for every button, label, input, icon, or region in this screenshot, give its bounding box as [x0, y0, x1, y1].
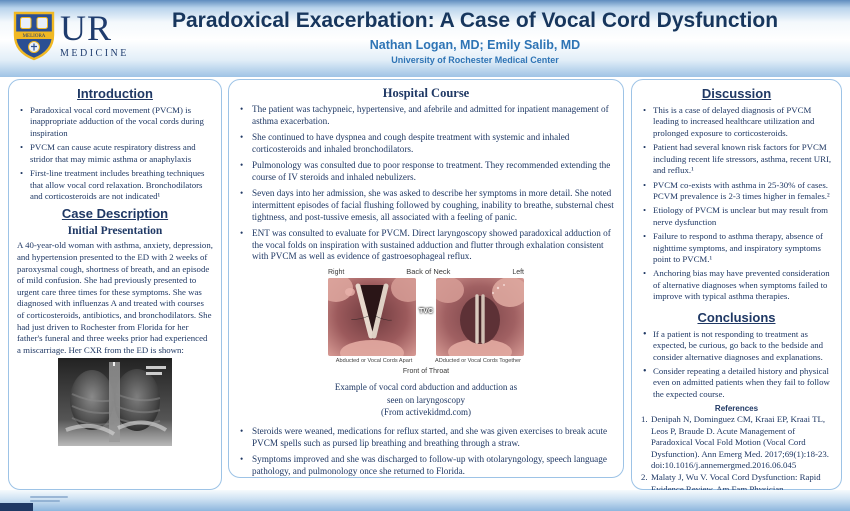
label-back-of-neck: Back of Neck [406, 267, 451, 277]
list-item: Failure to respond to asthma therapy, ab… [640, 231, 833, 265]
list-item: Seven days into her admission, she was a… [237, 188, 615, 224]
laryngoscopy-images: TVC [328, 278, 524, 357]
tvc-label: TVC [419, 308, 433, 316]
right-column: Discussion This is a case of delayed dia… [631, 79, 842, 505]
list-item: The patient was tachypneic, hypertensive… [237, 104, 615, 128]
list-item: Patient had several known risk factors f… [640, 142, 833, 176]
label-front-of-throat: Front of Throat [402, 368, 450, 376]
logo-org-text: UR [60, 8, 113, 48]
adducted-cords-image [436, 278, 524, 357]
svg-text:MELIORA: MELIORA [23, 34, 46, 39]
center-column: Hospital Course The patient was tachypne… [228, 79, 624, 478]
list-item: Steroids were weaned, medications for re… [237, 426, 615, 450]
intro-bullet-list: Paradoxical vocal cord movement (PVCM) i… [17, 105, 213, 202]
figure-caption-line2: (From activekidmd.com) [381, 406, 471, 417]
figure-caption: Example of vocal cord abduction and addu… [328, 381, 524, 417]
figure-orientation-labels: Right Back of Neck Left [328, 267, 524, 276]
fineprint-line [30, 500, 60, 502]
list-item: PVCM can cause acute respiratory distres… [17, 142, 213, 165]
list-item: Pulmonology was consulted due to poor re… [237, 160, 615, 184]
list-item: Consider repeating a detailed history an… [640, 365, 833, 400]
list-item: She continued to have dyspnea and cough … [237, 132, 615, 156]
discussion-heading: Discussion [701, 86, 772, 101]
initial-presentation-subheading: Initial Presentation [67, 225, 163, 238]
left-column: Introduction Paradoxical vocal cord move… [8, 79, 222, 490]
abducted-caption: Abducted or Vocal Cords Apart [335, 358, 413, 365]
list-item: Symptoms improved and she was discharged… [237, 454, 615, 478]
figure-caption-line1: Example of vocal cord abduction and addu… [334, 382, 518, 405]
case-paragraph: A 40-year-old woman with asthma, anxiety… [17, 240, 213, 355]
list-item: First-line treatment includes breathing … [17, 168, 213, 202]
conclusions-heading: Conclusions [697, 309, 776, 325]
hospital-course-heading: Hospital Course [382, 86, 470, 100]
references-heading: References [714, 404, 759, 414]
hospital-course-bullet-list-bottom: Steroids were weaned, medications for re… [237, 426, 615, 478]
list-item: Paradoxical vocal cord movement (PVCM) i… [17, 105, 213, 139]
list-item: Anchoring bias may have prevented consid… [640, 268, 833, 302]
conclusions-bullet-list: If a patient is not responding to treatm… [640, 328, 833, 401]
laryngoscopy-figure: Right Back of Neck Left [328, 267, 524, 417]
case-description-heading: Case Description [61, 206, 169, 222]
logo-wordmark: UR MEDICINE [60, 8, 129, 59]
poster-authors: Nathan Logan, MD; Emily Salib, MD [369, 38, 581, 52]
corner-accent [0, 503, 33, 511]
list-item: Etiology of PVCM is unclear but may resu… [640, 205, 833, 228]
discussion-bullet-list: This is a case of delayed diagnosis of P… [640, 105, 833, 303]
list-item: This is a case of delayed diagnosis of P… [640, 105, 833, 139]
intro-heading: Introduction [77, 86, 153, 101]
figure-image-captions: Abducted or Vocal Cords Apart ADducted o… [328, 358, 524, 364]
template-credit-fineprint [30, 496, 68, 504]
list-item: If a patient is not responding to treatm… [640, 328, 833, 363]
chest-xray-image [58, 358, 172, 447]
list-item: PVCM co-exists with asthma in 25-30% of … [640, 180, 833, 203]
hospital-course-bullet-list: The patient was tachypneic, hypertensive… [237, 104, 615, 263]
ur-medicine-logo: MELIORA UR MEDICINE [13, 8, 129, 61]
reference-item: Denipah N, Dominguez CM, Kraai EP, Kraai… [641, 414, 829, 470]
bottom-band [0, 490, 850, 511]
adducted-caption: ADducted or Vocal Cords Together [434, 358, 522, 365]
header-band: MELIORA UR MEDICINE Paradoxical Exacerba… [0, 0, 850, 77]
label-right: Right [328, 269, 345, 277]
poster-affiliation: University of Rochester Medical Center [391, 55, 559, 65]
poster-title: Paradoxical Exacerbation: A Case of Voca… [171, 9, 779, 32]
label-left: Left [512, 269, 524, 277]
chest-xray-figure [17, 358, 213, 447]
logo-sub-text: MEDICINE [60, 47, 129, 59]
shield-icon: MELIORA [13, 11, 55, 61]
fineprint-line [30, 496, 68, 498]
list-item: ENT was consulted to evaluate for PVCM. … [237, 228, 615, 264]
abducted-cords-image [328, 278, 416, 357]
